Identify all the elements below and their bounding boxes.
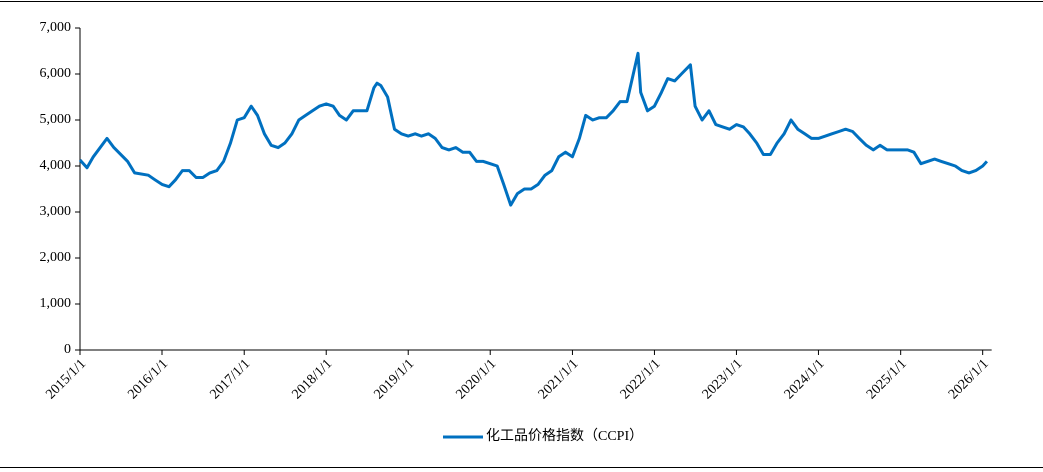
y-tick-label: 2,000 (40, 250, 72, 265)
line-series (78, 51, 989, 207)
y-tick-label: 6,000 (40, 66, 72, 81)
y-tick-label: 3,000 (40, 204, 72, 219)
y-tick-label: 1,000 (40, 296, 72, 311)
y-tick-label: 0 (64, 342, 71, 357)
y-tick-label: 7,000 (40, 20, 72, 35)
x-tick-label: 2024/1/1 (782, 356, 828, 402)
x-tick-label: 2025/1/1 (864, 356, 910, 402)
y-tick-label: 4,000 (40, 158, 72, 173)
x-tick-label: 2020/1/1 (454, 356, 500, 402)
x-tick-label: 2019/1/1 (372, 356, 418, 402)
x-tick-label: 2026/1/1 (946, 356, 992, 402)
x-tick-label: 2023/1/1 (700, 356, 746, 402)
x-tick-label: 2018/1/1 (290, 356, 336, 402)
y-tick-label: 5,000 (40, 112, 72, 127)
x-tick-label: 2016/1/1 (125, 356, 171, 402)
x-tick-label: 2015/1/1 (43, 356, 89, 402)
x-tick-label: 2017/1/1 (208, 356, 254, 402)
legend-label: 化工品价格指数（CCPI） (486, 428, 643, 444)
x-tick-label: 2022/1/1 (618, 356, 664, 402)
x-tick-label: 2021/1/1 (536, 356, 582, 402)
